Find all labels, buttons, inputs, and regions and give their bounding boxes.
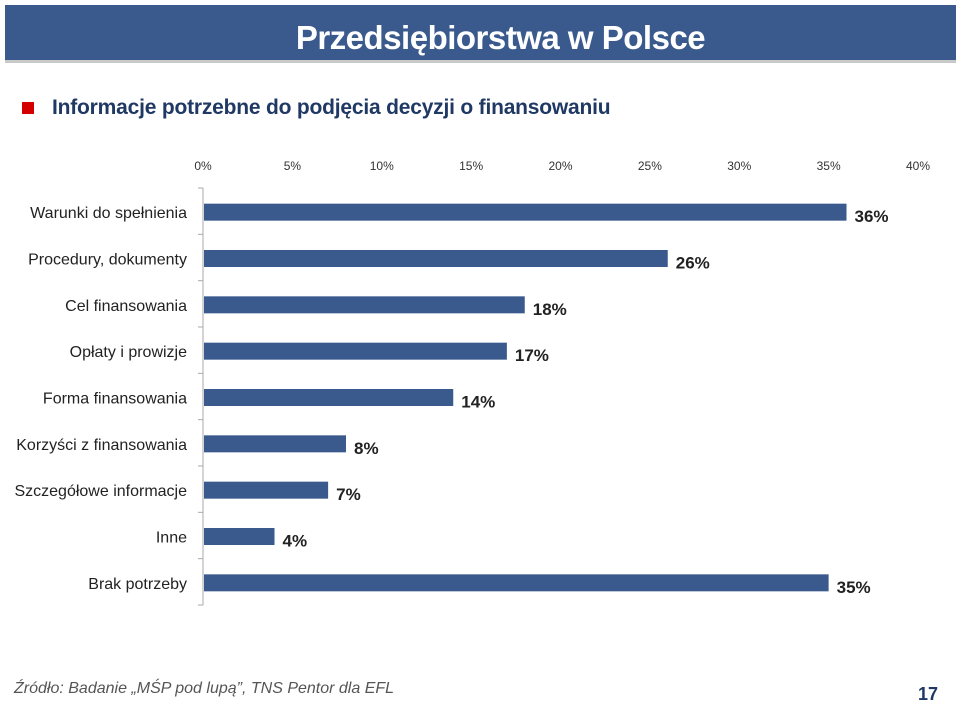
value-label: 18% bbox=[533, 300, 567, 319]
bar bbox=[204, 528, 275, 545]
x-tick-label: 40% bbox=[906, 159, 930, 173]
category-label: Korzyści z finansowania bbox=[16, 437, 187, 454]
page-number: 17 bbox=[917, 684, 938, 704]
x-tick-label: 15% bbox=[459, 159, 483, 173]
value-label: 4% bbox=[283, 532, 308, 551]
bar bbox=[204, 342, 507, 360]
category-label: Szczegółowe informacje bbox=[14, 483, 187, 500]
category-label: Inne bbox=[156, 530, 187, 547]
category-label: Procedury, dokumenty bbox=[28, 252, 187, 269]
bar bbox=[204, 435, 346, 453]
bar bbox=[204, 203, 847, 221]
bar-chart: 0% 5% 10% 15% 20% 25% 30% 35% 40% Warunki do speł… bbox=[14, 159, 930, 606]
category-label: Warunki do spełnienia bbox=[30, 205, 187, 222]
x-tick-label: 20% bbox=[548, 159, 572, 173]
x-tick-label: 0% bbox=[194, 159, 212, 173]
bar bbox=[204, 481, 329, 499]
x-tick-label: 30% bbox=[727, 159, 751, 173]
title-bar: Przedsiębiorstwa w Polsce bbox=[5, 5, 956, 63]
bar bbox=[204, 296, 525, 314]
x-tick-label: 10% bbox=[370, 159, 394, 173]
bar bbox=[204, 574, 829, 592]
value-label: 8% bbox=[354, 439, 379, 458]
value-label: 17% bbox=[515, 346, 549, 365]
category-label: Cel finansowania bbox=[65, 298, 187, 315]
value-label: 35% bbox=[837, 578, 871, 597]
red-square-bullet-icon bbox=[22, 102, 34, 114]
category-label: Brak potrzeby bbox=[88, 576, 187, 593]
bar bbox=[204, 250, 668, 267]
source-note: Źródło: Badanie „MŚP pod lupą”, TNS Pent… bbox=[14, 680, 395, 697]
x-tick-label: 35% bbox=[817, 159, 841, 173]
page-title: Przedsiębiorstwa w Polsce bbox=[295, 19, 706, 56]
chart-subtitle: Informacje potrzebne do podjęcia decyzji… bbox=[52, 96, 611, 119]
value-label: 14% bbox=[461, 393, 495, 412]
x-tick-label: 25% bbox=[638, 159, 662, 173]
value-label: 7% bbox=[336, 485, 361, 504]
bar bbox=[204, 389, 454, 406]
category-label: Opłaty i prowizje bbox=[70, 344, 187, 361]
value-label: 36% bbox=[855, 207, 889, 226]
category-label: Forma finansowania bbox=[43, 391, 187, 408]
x-tick-label: 5% bbox=[284, 159, 302, 173]
value-label: 26% bbox=[676, 254, 710, 273]
